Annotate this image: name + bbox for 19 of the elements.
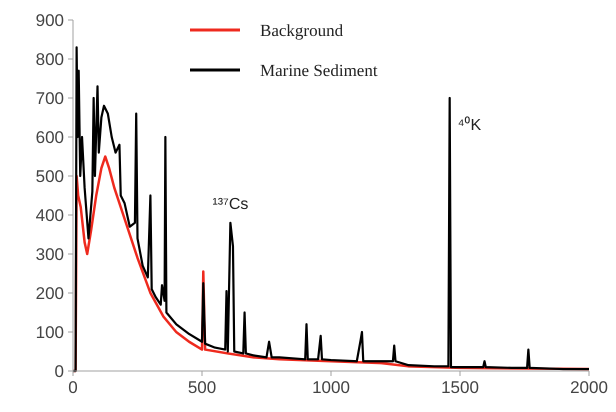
y-tick-label: 700 <box>36 89 64 108</box>
x-tick-label: 1000 <box>312 378 350 397</box>
y-tick-label: 100 <box>36 323 64 342</box>
x-tick-label: 1500 <box>441 378 479 397</box>
y-tick-label: 900 <box>36 11 64 30</box>
legend-label: Marine Sediment <box>260 61 378 80</box>
x-tick-label: 2000 <box>570 378 608 397</box>
y-tick-label: 0 <box>54 362 64 381</box>
y-tick-label: 200 <box>36 284 64 303</box>
y-tick-label: 400 <box>36 206 64 225</box>
legend-label: Background <box>260 21 344 40</box>
y-tick-label: 500 <box>36 167 64 186</box>
y-tick-label: 800 <box>36 50 64 69</box>
y-tick-label: 600 <box>36 128 64 147</box>
y-tick-label: 300 <box>36 245 64 264</box>
x-tick-label: 0 <box>68 378 78 397</box>
annotation: ¹³⁷Cs <box>212 196 248 213</box>
x-tick-label: 500 <box>188 378 216 397</box>
annotation: ⁴⁰K <box>458 116 482 134</box>
